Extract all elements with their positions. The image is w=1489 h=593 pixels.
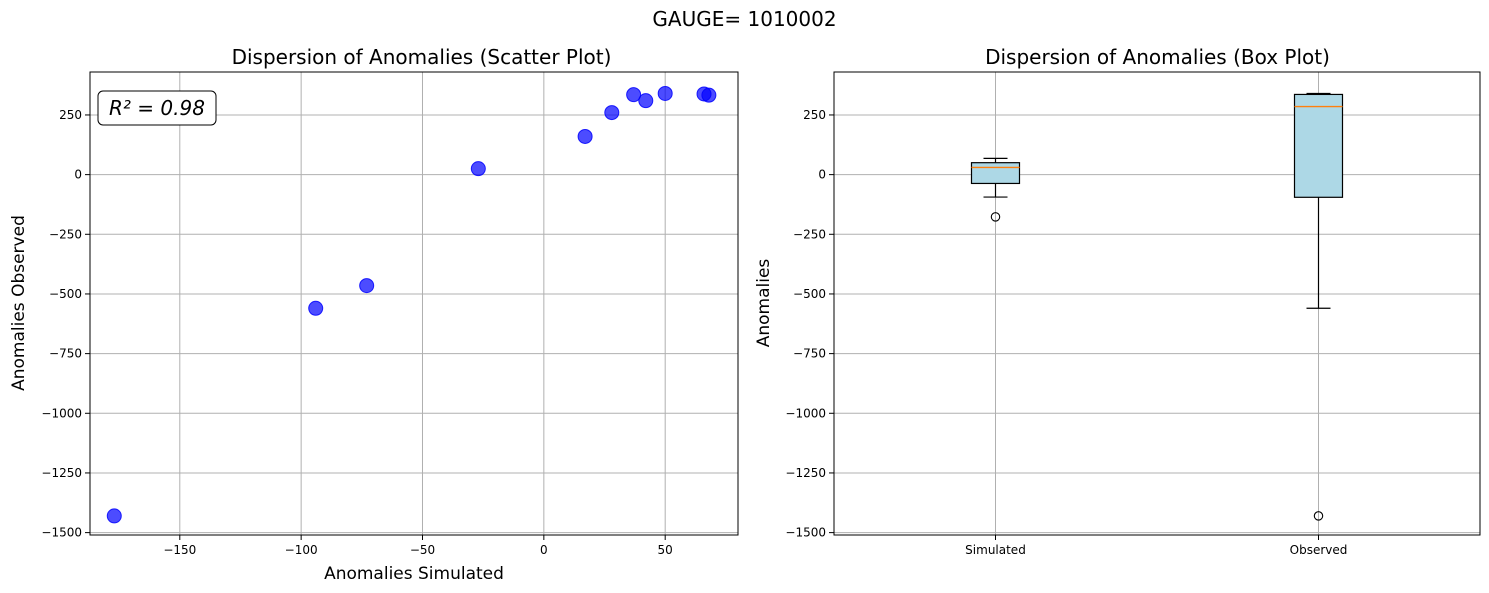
r2-annotation-box	[97, 90, 217, 126]
scatter-y-tick-label: −1000	[41, 406, 82, 420]
scatter-y-tick-label: 0	[74, 168, 82, 182]
scatter-point	[470, 161, 486, 177]
box-panel: Dispersion of Anomalies (Box Plot) −1500…	[754, 45, 1481, 557]
box-iqr	[970, 162, 1021, 185]
box-marks	[970, 92, 1344, 521]
box-y-tick-label: −1500	[785, 526, 826, 540]
scatter-ticks: −150 −100 −50 0 50−1500−1250−1000−750−500−25…	[41, 108, 672, 557]
box-y-tick-label: −500	[793, 287, 826, 301]
scatter-point	[701, 87, 717, 103]
scatter-y-tick-label: −750	[49, 347, 82, 361]
scatter-point	[626, 87, 642, 103]
scatter-axes-frame	[89, 71, 739, 536]
figure-suptitle: GAUGE= 1010002	[652, 7, 836, 31]
r2-annotation: R² = 0.98	[97, 90, 217, 126]
scatter-point	[604, 105, 620, 121]
scatter-y-tick-label: −1250	[41, 466, 82, 480]
box-ticks: −1500 −1250 −1000 −750 −500 −250 0 250 Simulated…	[785, 108, 1347, 557]
scatter-title: Dispersion of Anomalies (Scatter Plot)	[232, 45, 612, 69]
box-y-tick-label: 0	[818, 168, 826, 182]
box-outlier	[990, 212, 1001, 222]
scatter-y-tick-label: −250	[49, 227, 82, 241]
scatter-x-tick-label: −100	[285, 543, 318, 557]
scatter-point	[577, 128, 593, 144]
box-y-tick-label: −250	[793, 227, 826, 241]
box-y-tick-label: 250	[803, 108, 826, 122]
box-title: Dispersion of Anomalies (Box Plot)	[985, 45, 1330, 69]
r2-annotation-text: R² = 0.98	[109, 96, 205, 120]
box-axes-frame	[833, 71, 1481, 536]
scatter-x-tick-label: 50	[658, 543, 673, 557]
box-iqr	[1293, 93, 1344, 198]
scatter-point	[308, 300, 324, 316]
box-x-tick-label: Simulated	[965, 543, 1026, 557]
scatter-ylabel: Anomalies Observed	[9, 215, 29, 391]
scatter-x-tick-label: −50	[410, 543, 435, 557]
scatter-point	[106, 508, 122, 524]
scatter-panel: Dispersion of Anomalies (Scatter Plot) −…	[9, 45, 739, 584]
scatter-xlabel: Anomalies Simulated	[324, 564, 504, 584]
box-grid	[834, 72, 1480, 535]
scatter-point	[359, 278, 375, 294]
scatter-points	[106, 85, 717, 524]
scatter-x-tick-label: −150	[163, 543, 196, 557]
scatter-point	[638, 93, 654, 109]
box-outlier	[1313, 511, 1324, 521]
scatter-y-tick-label: −1500	[41, 526, 82, 540]
scatter-y-tick-label: −500	[49, 287, 82, 301]
box-x-tick-label: Observed	[1290, 543, 1348, 557]
box-ylabel: Anomalies	[754, 259, 774, 348]
scatter-grid	[90, 72, 738, 535]
box-y-tick-label: −750	[793, 347, 826, 361]
box-y-tick-label: −1000	[785, 406, 826, 420]
scatter-y-tick-label: 250	[59, 108, 82, 122]
scatter-x-tick-label: 0	[540, 543, 548, 557]
box-y-tick-label: −1250	[785, 466, 826, 480]
scatter-point	[657, 85, 673, 101]
